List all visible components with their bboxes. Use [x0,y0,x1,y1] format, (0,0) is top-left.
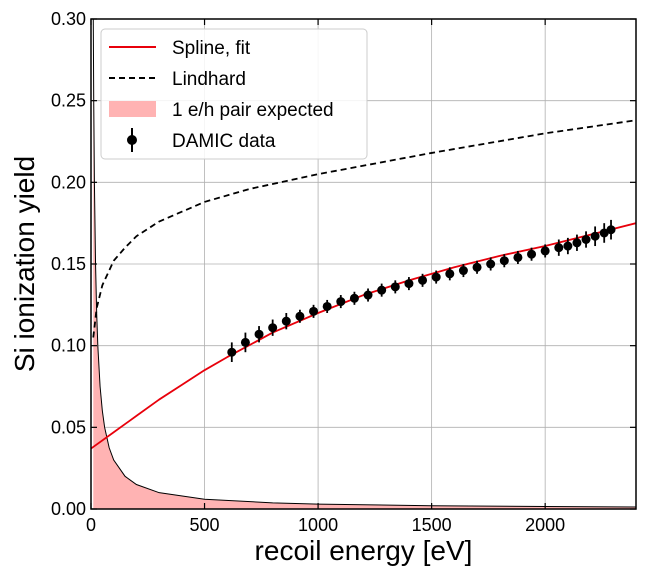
data-point [513,252,523,262]
data-point [363,290,373,300]
data-point [554,243,564,253]
legend-label-lindhard: Lindhard [172,69,246,90]
y-tick-label: 0.15 [51,254,86,274]
data-point [418,275,428,285]
legend: Spline, fit Lindhard 1 e/h pair expected… [100,28,368,160]
y-tick-label: 0.20 [51,172,86,192]
data-point [390,282,400,292]
y-tick-label: 0.25 [51,91,86,111]
spline-fit-line [91,222,636,450]
data-point [322,301,332,311]
x-tick-label: 500 [190,515,220,535]
data-point [309,306,319,316]
data-point [268,323,278,333]
data-point [431,272,441,282]
plot-area [91,19,636,509]
data-point [349,293,359,303]
y-tick-label: 0.00 [51,499,86,519]
y-tick-label: 0.30 [51,9,86,29]
data-point [336,297,346,307]
legend-box [100,28,368,160]
y-tick-label: 0.05 [51,417,86,437]
data-point [445,269,455,279]
data-point [599,228,609,238]
data-point [590,231,600,241]
data-point [581,235,591,244]
data-point [281,316,291,326]
data-point [240,337,250,347]
data-point [472,262,482,272]
x-axis-label: recoil energy [eV] [255,535,473,566]
y-tick-label: 0.10 [51,336,86,356]
y-axis-label: Si ionization yield [9,156,40,372]
data-point [486,259,496,269]
legend-data-marker [127,135,137,145]
data-point [404,279,414,289]
x-tick-label: 1500 [412,515,452,535]
legend-label-eh-pair: 1 e/h pair expected [172,100,334,121]
x-tick-label: 0 [86,515,96,535]
legend-label-data: DAMIC data [172,131,276,152]
x-tick-label: 2000 [525,515,565,535]
data-point [540,246,550,256]
data-point [254,329,264,339]
data-point [563,241,573,251]
data-point [606,225,616,235]
data-point [499,256,509,266]
eh-pair-edge [92,19,636,508]
data-point [295,311,305,321]
data-point [377,285,387,295]
legend-label-spline: Spline, fit [172,38,251,59]
data-point [458,266,468,276]
lindhard-line [92,119,636,338]
x-tick-label: 1000 [298,515,338,535]
data-point [527,249,537,259]
data-point [227,347,237,357]
data-point [572,238,582,248]
legend-eh-pair-swatch [109,101,156,117]
axis-ticks: 0 500 1000 1500 2000 0.00 0.05 0.10 0.15 0.20 0.25… [51,9,636,535]
